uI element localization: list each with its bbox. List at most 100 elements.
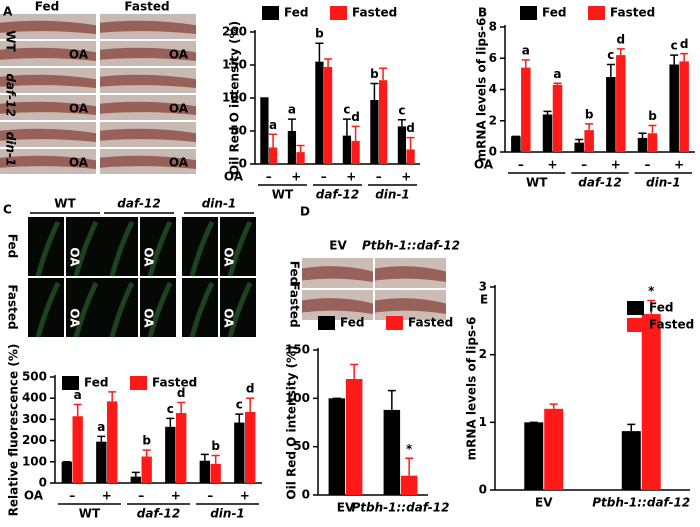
x-tick-label: – [518, 158, 524, 172]
row-label: Fed [6, 234, 20, 258]
significance-label: c [671, 39, 678, 53]
legend-swatch [588, 6, 605, 20]
error-bar [97, 435, 106, 442]
error-bar [296, 144, 305, 153]
x-tick-label: + [171, 489, 181, 503]
y-tick-label: 1 [479, 415, 487, 429]
worm [0, 155, 96, 169]
error-bar [616, 48, 625, 56]
bar [584, 130, 594, 152]
fluorescence [227, 281, 253, 338]
legend-label: Fed [340, 316, 364, 330]
error-bar [246, 397, 255, 412]
group-label: din-1 [375, 188, 410, 202]
y-tick-label: 300 [22, 412, 47, 426]
bar [199, 460, 210, 483]
error-bar [406, 136, 415, 150]
significance-label: b [370, 67, 379, 81]
legend-swatch [318, 316, 335, 330]
y-axis-label: mRNA levels of lips-6 [465, 317, 479, 461]
legend-swatch [520, 6, 537, 20]
error-bar [606, 63, 615, 77]
x-tick-label: Ptbh-1::daf-12 [592, 496, 690, 510]
error-bar [553, 82, 562, 85]
error-bar [647, 299, 656, 315]
bar [287, 131, 297, 164]
row-label: daf-12 [4, 73, 18, 116]
bar [406, 149, 415, 164]
y-tick-label: 0 [479, 483, 487, 497]
column-label: Ptbh-1::daf-12 [362, 239, 460, 253]
fluorescence [189, 220, 215, 277]
column-label: din-1 [202, 197, 237, 211]
significance-label: a [288, 103, 296, 117]
y-tick-label: 0 [39, 476, 47, 490]
panel-label: E [480, 293, 488, 307]
fluorescence [147, 281, 173, 338]
bar [141, 456, 152, 483]
legend-swatch [62, 376, 79, 390]
y-tick-label: 0 [239, 157, 247, 171]
error-bar [177, 401, 186, 414]
x-axis-label: OA [24, 489, 44, 503]
x-axis-label: OA [224, 170, 244, 184]
y-tick-label: 150 [285, 343, 310, 357]
x-axis-label: OA [474, 158, 494, 172]
significance-label: a [522, 43, 530, 57]
error-bar [324, 58, 333, 67]
oa-marker: OA [222, 247, 236, 267]
panel-label: D [300, 205, 310, 219]
y-tick-label: 100 [222, 91, 247, 105]
column-label: EV [329, 239, 347, 253]
fluorescence [73, 281, 99, 338]
column-label: daf-12 [117, 197, 160, 211]
y-tick-label: 100 [22, 454, 47, 468]
bar [328, 398, 346, 495]
legend-swatch [627, 301, 644, 315]
fluorescence [73, 220, 99, 277]
fluorescence [189, 281, 215, 338]
significance-label: * [648, 284, 655, 298]
bar [323, 66, 333, 164]
group-label: daf-12 [316, 188, 359, 202]
x-tick-label: EV [337, 501, 355, 515]
x-tick-label: – [207, 489, 213, 503]
oa-marker: OA [169, 102, 189, 116]
worm [100, 155, 196, 169]
x-tick-label: – [376, 170, 382, 184]
significance-label: b [585, 107, 594, 121]
legend-label: Fasted [152, 376, 197, 390]
significance-label: c [398, 103, 405, 117]
legend-swatch [386, 316, 403, 330]
significance-label: b [211, 439, 220, 453]
bar [72, 416, 83, 483]
oa-marker: OA [69, 156, 89, 170]
bar [268, 147, 278, 164]
y-tick-label: 2 [489, 113, 497, 127]
error-bar [287, 118, 296, 131]
bar [130, 476, 141, 483]
error-bar [108, 391, 117, 402]
worm [302, 298, 373, 314]
significance-label: c [236, 398, 243, 412]
x-tick-label: + [102, 489, 112, 503]
bar [544, 408, 564, 490]
group-label: WT [79, 507, 101, 521]
y-tick-label: 50 [230, 124, 247, 138]
significance-label: c [167, 402, 174, 416]
bar [383, 409, 401, 495]
significance-label: c [343, 103, 350, 117]
legend-label: Fed [84, 376, 108, 390]
oa-marker: OA [142, 247, 156, 267]
legend-swatch [262, 6, 279, 20]
error-bar [387, 389, 396, 410]
row-label: Fasted [6, 284, 20, 329]
x-tick-label: – [138, 489, 144, 503]
oa-marker: OA [68, 247, 82, 267]
legend-swatch [627, 318, 644, 332]
worm [0, 74, 96, 88]
bar [210, 463, 221, 483]
group-label: daf-12 [578, 176, 621, 190]
column-label: WT [54, 197, 76, 211]
legend-label: Fasted [408, 316, 453, 330]
